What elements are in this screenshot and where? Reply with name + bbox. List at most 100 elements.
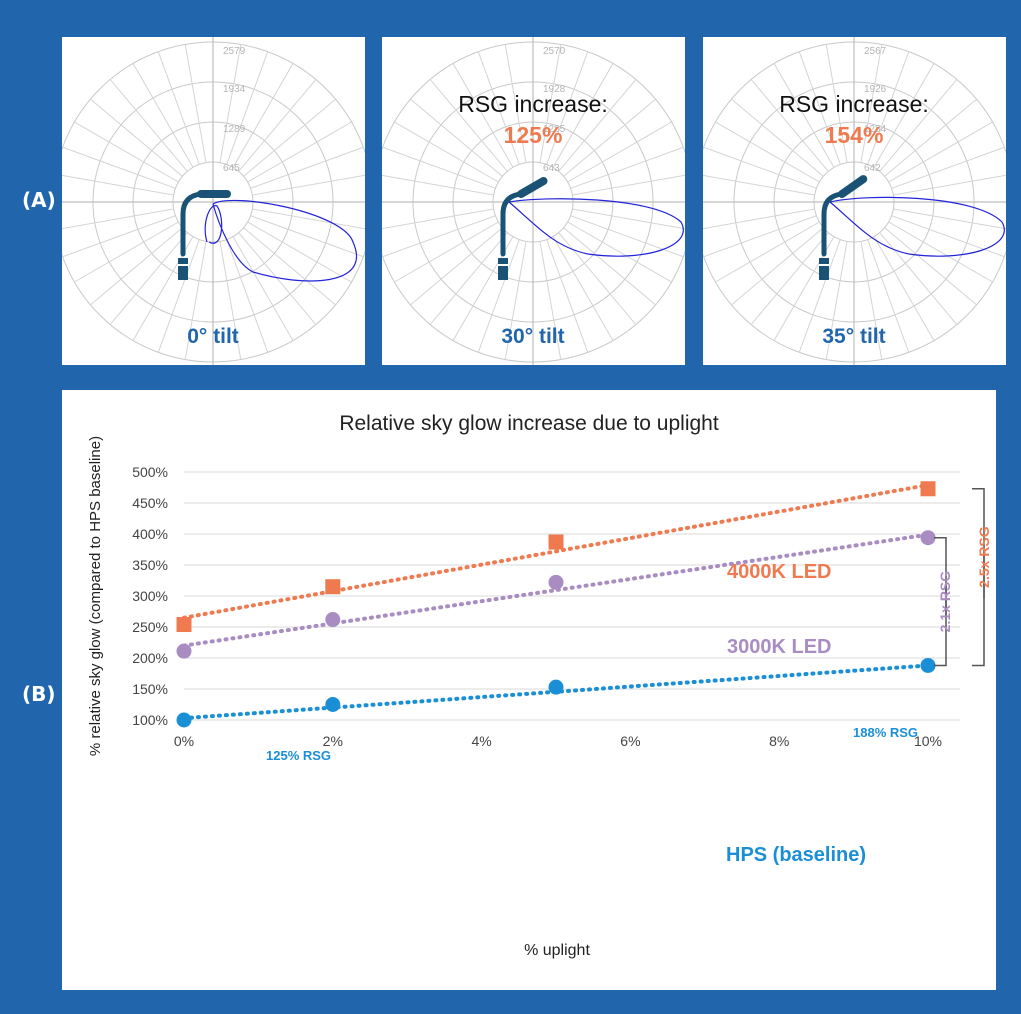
polar-ring-label: 1926 — [864, 84, 887, 95]
y-tick-label: 350% — [132, 557, 168, 573]
polar-intensity-curve — [508, 198, 684, 257]
polar-spoke — [238, 79, 317, 172]
polar-spoke — [539, 241, 562, 360]
polar-chart-1: 2570 1928 1285 643 30° tilt RSG increase: 125% — [382, 37, 685, 365]
polar-spoke — [773, 63, 835, 168]
polar-spoke — [74, 121, 179, 183]
polar-spoke — [238, 232, 317, 325]
y-tick-label: 450% — [132, 495, 168, 511]
annotation-125-rsg: 125% RSG — [266, 748, 331, 763]
series-hps-point — [325, 697, 341, 712]
luminaire-icon — [819, 175, 868, 280]
polar-spoke — [219, 44, 242, 163]
polar-spoke — [715, 221, 820, 283]
polar-spoke — [157, 239, 200, 353]
polar-spoke — [184, 44, 207, 163]
polar-grid — [703, 37, 1006, 365]
polar-ring-label: 2579 — [223, 46, 246, 57]
polar-spoke — [232, 236, 294, 341]
polar-spoke — [250, 215, 364, 258]
x-tick-label: 8% — [769, 733, 789, 749]
polar-spoke — [252, 208, 365, 230]
polar-spoke — [893, 174, 1006, 196]
polar-ring-label: 2570 — [543, 46, 566, 57]
polar-spoke — [429, 232, 508, 325]
chart-title: Relative sky glow increase due to upligh… — [339, 412, 719, 435]
rsg-increase-label: RSG increase: — [779, 91, 929, 117]
polar-spoke — [477, 51, 520, 165]
annotation-188-rsg: 188% RSG — [853, 725, 918, 740]
polar-spoke — [243, 98, 336, 177]
polar-spoke — [410, 98, 503, 177]
y-tick-label: 300% — [132, 588, 168, 604]
polar-spoke — [62, 215, 176, 258]
panel-label-b: (B) — [22, 682, 56, 706]
polar-panel-1: 2570 1928 1285 643 30° tilt RSG increase: 125% — [382, 37, 685, 365]
x-axis-label: % uplight — [524, 942, 590, 959]
polar-spoke — [798, 239, 841, 353]
polar-spoke — [410, 227, 503, 306]
polar-spoke — [891, 215, 1005, 258]
polar-spoke — [219, 241, 242, 360]
polar-spoke — [731, 227, 824, 306]
polar-spoke — [184, 241, 207, 360]
sky-glow-chart: Relative sky glow increase due to upligh… — [62, 390, 996, 990]
rsg-brackets — [934, 487, 985, 667]
polar-spoke — [891, 146, 1005, 189]
polar-spoke — [572, 174, 685, 196]
polar-ring-label: 645 — [223, 163, 240, 174]
series-label-3000k: 3000K LED — [727, 636, 832, 658]
polar-spoke — [250, 146, 364, 189]
polar-spoke — [893, 208, 1006, 230]
polar-spoke — [504, 44, 527, 163]
series-4000k-led-point — [548, 534, 564, 550]
polar-ring-label: 1289 — [223, 124, 246, 135]
tilt-label: 0° tilt — [187, 325, 239, 348]
x-tick-label: 2% — [323, 733, 343, 749]
polar-spoke — [382, 146, 496, 189]
x-tick-label: 10% — [914, 733, 942, 749]
polar-grid — [382, 37, 685, 365]
polar-spoke — [382, 208, 494, 230]
series-4000k-led-point — [920, 481, 936, 497]
series-3000k-led-point — [920, 530, 936, 546]
polar-spoke — [62, 146, 176, 189]
y-tick-label: 200% — [132, 650, 168, 666]
polar-spoke — [247, 221, 352, 283]
x-tick-label: 6% — [620, 733, 640, 749]
series-4000k-led-trendline — [182, 483, 930, 620]
polar-ring-label: 643 — [543, 163, 560, 174]
polar-spoke — [558, 79, 637, 172]
y-tick-label: 100% — [132, 712, 168, 728]
polar-ring-label: 1285 — [543, 124, 566, 135]
rsg-increase-value: 125% — [504, 122, 563, 148]
panel-label-a: (A) — [22, 188, 56, 212]
polar-spoke — [879, 232, 958, 325]
y-tick-label: 250% — [132, 619, 168, 635]
polar-spoke — [226, 51, 269, 165]
polar-spoke — [703, 215, 817, 258]
polar-grid — [62, 37, 365, 365]
polar-spoke — [884, 227, 977, 306]
polar-spoke — [232, 63, 294, 168]
polar-spoke — [552, 236, 614, 341]
polar-spoke — [703, 208, 815, 230]
polar-spoke — [252, 174, 365, 196]
series-3000k-led-point — [548, 574, 564, 590]
y-tick-label: 500% — [132, 464, 168, 480]
polar-spoke — [860, 44, 883, 163]
polar-spoke — [109, 79, 188, 172]
polar-spoke — [860, 241, 883, 360]
polar-ring-label: 2567 — [864, 46, 887, 57]
polar-spoke — [546, 51, 589, 165]
x-tick-label: 0% — [174, 733, 194, 749]
polar-spoke — [750, 232, 829, 325]
sky-glow-chart-svg: Relative sky glow increase due to upligh… — [87, 412, 992, 959]
polar-spoke — [62, 174, 174, 196]
polar-spoke — [572, 208, 685, 230]
polar-spoke — [570, 215, 684, 258]
polar-spoke — [731, 98, 824, 177]
polar-spoke — [477, 239, 520, 353]
series-hps-point — [548, 679, 564, 695]
polar-spoke — [90, 98, 183, 177]
